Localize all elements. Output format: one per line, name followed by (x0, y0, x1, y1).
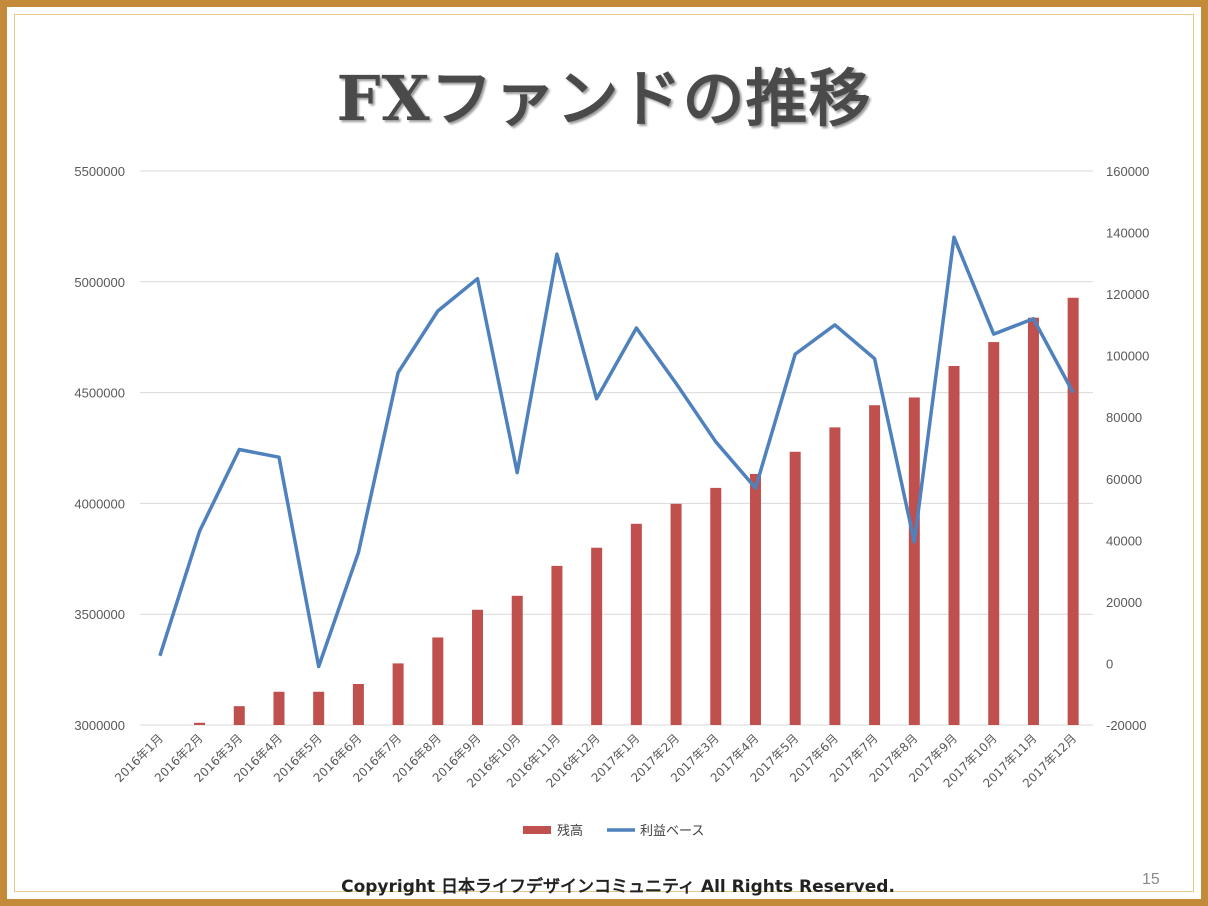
bar (352, 684, 364, 725)
x-axis-ticks: 2016年1月2016年2月2016年3月2016年4月2016年5月2016年… (112, 731, 1079, 790)
legend-line-label: 利益ベース (640, 824, 704, 839)
right-axis-tick-label: 0 (1106, 656, 1113, 671)
bar (710, 487, 722, 725)
bar (1027, 317, 1039, 725)
right-axis-tick-label: 160000 (1106, 164, 1149, 179)
copyright-footer: Copyright 日本ライフデザインコミュニティ All Rights Res… (341, 877, 895, 897)
bar (988, 342, 1000, 725)
bar-series (194, 297, 1079, 725)
page-number: 15 (1142, 871, 1160, 888)
line-path (158, 235, 1075, 669)
right-axis-tick-label: 140000 (1106, 226, 1149, 241)
legend-bar-label: 残高 (557, 823, 583, 839)
right-axis-tick-label: 20000 (1106, 595, 1142, 610)
bar (749, 473, 761, 725)
bar (789, 451, 801, 725)
bar (551, 565, 563, 725)
bar (908, 397, 920, 725)
right-axis-tick-label: 80000 (1106, 410, 1142, 425)
right-axis-ticks: -20000 0 20000 40000 60000 80000 100000 120000 1… (1106, 164, 1149, 733)
left-axis-tick-label: 3500000 (74, 607, 125, 622)
slide-frame-inner (14, 14, 1194, 892)
left-axis-tick-label: 5500000 (74, 164, 125, 179)
bar (869, 405, 881, 725)
right-axis-tick-label: 120000 (1106, 287, 1149, 302)
bar (511, 595, 523, 725)
right-axis-tick-label: 60000 (1106, 472, 1142, 487)
left-axis-tick-label: 5000000 (74, 275, 125, 290)
bar (392, 663, 404, 725)
bar (948, 366, 960, 725)
legend-bar-swatch (523, 826, 551, 834)
bar (630, 523, 642, 725)
bar (670, 503, 682, 725)
slide-title: FXファンドの推移 (336, 62, 872, 135)
bar (432, 637, 444, 725)
bar (591, 547, 603, 725)
bar (233, 706, 245, 725)
bar (194, 722, 206, 725)
left-axis-tick-label: 3000000 (74, 718, 125, 733)
right-axis-tick-label: 40000 (1106, 533, 1142, 548)
bar (472, 609, 484, 725)
left-axis-tick-label: 4000000 (74, 496, 125, 511)
bar (313, 691, 325, 725)
right-axis-tick-label: -20000 (1106, 718, 1146, 733)
left-axis-tick-label: 4500000 (74, 386, 125, 401)
left-axis-ticks: 3000000 3500000 4000000 4500000 5000000 55000… (74, 164, 125, 733)
bar (1067, 297, 1079, 725)
legend: 残高 利益ベース (523, 823, 704, 839)
right-axis-tick-label: 100000 (1106, 349, 1149, 364)
line-series (158, 235, 1075, 669)
bar (829, 427, 841, 725)
bar (273, 691, 285, 725)
